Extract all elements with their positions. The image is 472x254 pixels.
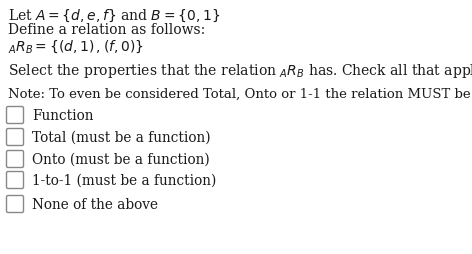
Text: Function: Function [32, 108, 93, 122]
Text: Let $A = \{d, e, f\}$ and $B = \{0, 1\}$: Let $A = \{d, e, f\}$ and $B = \{0, 1\}$ [8, 8, 220, 24]
FancyBboxPatch shape [7, 172, 24, 189]
Text: None of the above: None of the above [32, 197, 158, 211]
FancyBboxPatch shape [7, 129, 24, 146]
FancyBboxPatch shape [7, 107, 24, 124]
Text: Select the properties that the relation $_A R_B$ has. Check all that apply.: Select the properties that the relation … [8, 62, 472, 80]
Text: Total (must be a function): Total (must be a function) [32, 131, 211, 145]
FancyBboxPatch shape [7, 196, 24, 213]
Text: Note: To even be considered Total, Onto or 1-1 the relation MUST be a function.: Note: To even be considered Total, Onto … [8, 88, 472, 101]
Text: Define a relation as follows:: Define a relation as follows: [8, 23, 205, 37]
Text: Onto (must be a function): Onto (must be a function) [32, 152, 210, 166]
FancyBboxPatch shape [7, 151, 24, 168]
Text: 1-to-1 (must be a function): 1-to-1 (must be a function) [32, 173, 216, 187]
Text: $_A R_B = \{(d, 1)\,, (f, 0)\}$: $_A R_B = \{(d, 1)\,, (f, 0)\}$ [8, 38, 144, 55]
